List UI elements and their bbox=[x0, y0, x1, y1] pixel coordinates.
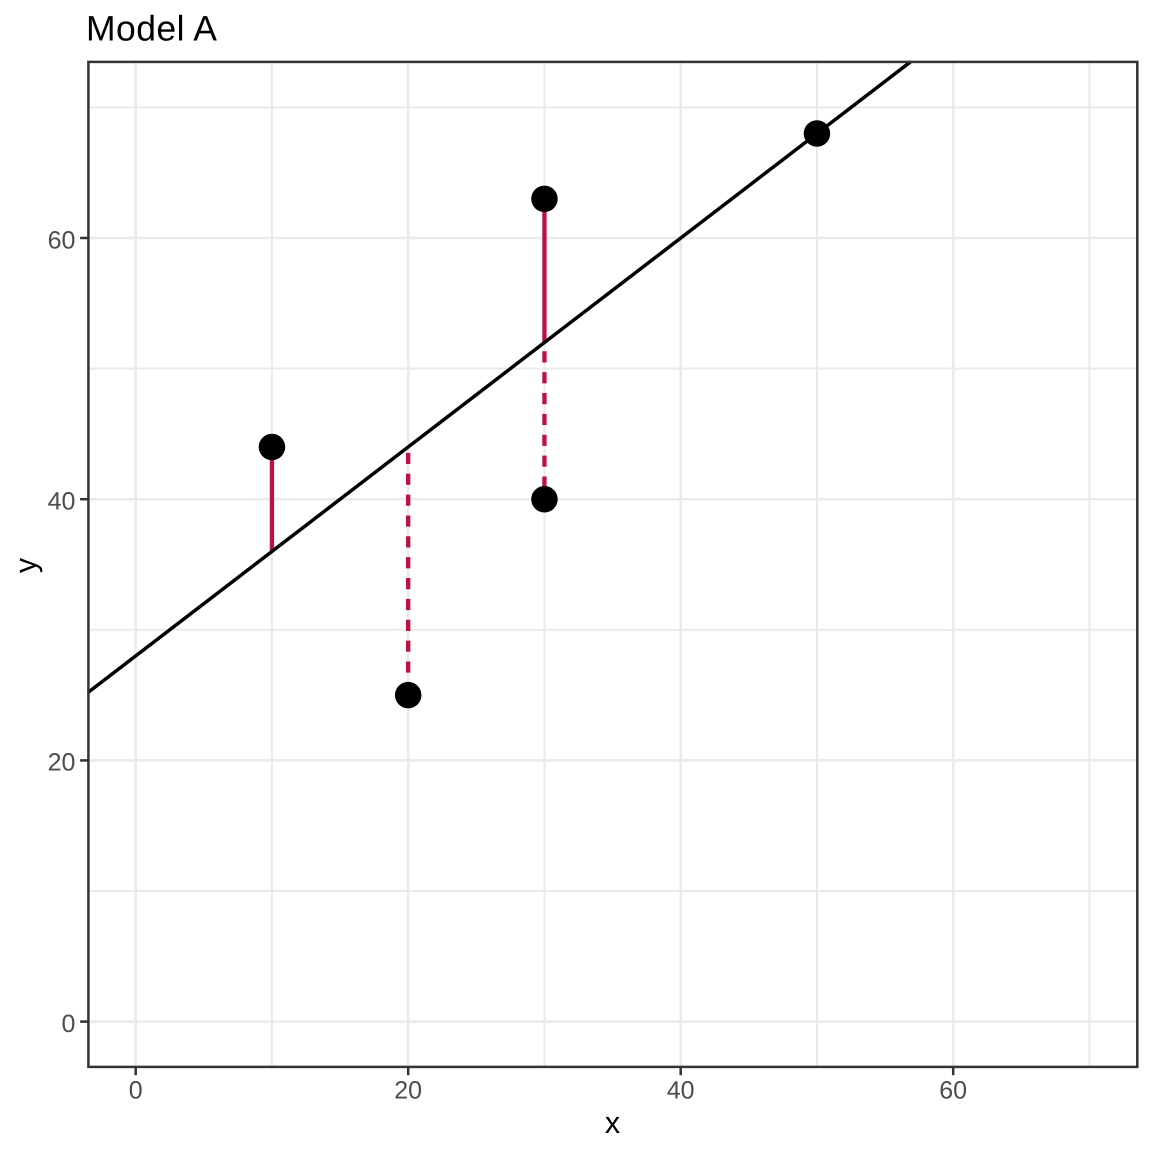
svg-text:40: 40 bbox=[667, 1077, 695, 1105]
svg-text:y: y bbox=[9, 557, 43, 573]
svg-text:60: 60 bbox=[48, 226, 76, 254]
svg-text:0: 0 bbox=[129, 1077, 143, 1105]
svg-text:Model A: Model A bbox=[86, 8, 217, 48]
svg-text:0: 0 bbox=[61, 1010, 75, 1038]
svg-text:x: x bbox=[605, 1106, 620, 1140]
svg-text:40: 40 bbox=[48, 488, 76, 516]
svg-text:20: 20 bbox=[48, 749, 76, 777]
svg-text:20: 20 bbox=[394, 1077, 422, 1105]
svg-text:60: 60 bbox=[939, 1077, 967, 1105]
